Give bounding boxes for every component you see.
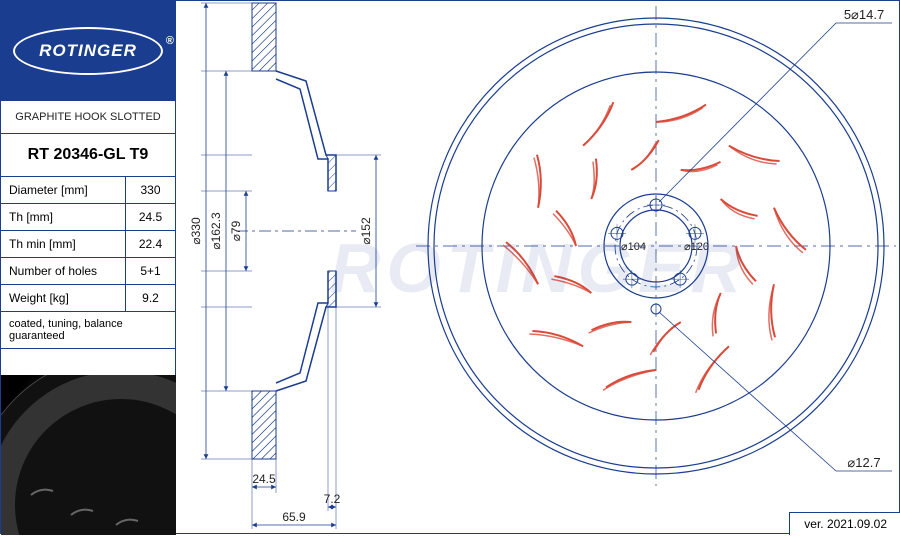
spec-row: Th min [mm]22.4 [1,231,175,258]
spec-row: Weight [kg]9.2 [1,285,175,312]
spec-label: Weight [kg] [1,285,126,311]
spec-value: 22.4 [126,231,175,257]
spec-label: Number of holes [1,258,126,284]
spec-row: Th [mm]24.5 [1,204,175,231]
svg-text:65.9: 65.9 [282,510,306,524]
svg-text:⌀330: ⌀330 [189,217,203,245]
spec-value: 24.5 [126,204,175,230]
spec-value: 9.2 [126,285,175,311]
product-notes: coated, tuning, balance guaranteed [1,312,175,349]
svg-text:⌀120: ⌀120 [684,241,709,253]
spec-row: Diameter [mm]330 [1,177,175,204]
spec-label: Th min [mm] [1,231,126,257]
brand-logo: ROTINGER [1,1,175,101]
spec-label: Diameter [mm] [1,177,126,203]
svg-text:24.5: 24.5 [252,472,276,486]
svg-text:⌀104: ⌀104 [621,241,646,253]
svg-text:⌀79: ⌀79 [229,220,243,241]
product-subtitle: GRAPHITE HOOK SLOTTED [1,101,175,134]
svg-text:⌀152: ⌀152 [359,217,373,245]
svg-text:⌀12.7: ⌀12.7 [847,455,880,470]
version-label: ver. 2021.09.02 [789,512,900,535]
spec-row: Number of holes5+1 [1,258,175,285]
svg-text:⌀162.3: ⌀162.3 [209,212,223,250]
svg-text:7.2: 7.2 [324,492,341,506]
svg-text:5⌀14.7: 5⌀14.7 [844,7,884,22]
spec-label: Th [mm] [1,204,126,230]
spec-value: 5+1 [126,258,175,284]
spec-value: 330 [126,177,175,203]
spec-panel: ROTINGER GRAPHITE HOOK SLOTTED RT 20346-… [1,1,176,535]
part-number: RT 20346-GL T9 [1,134,175,177]
technical-drawing: ROTINGER ⌀330⌀162.3⌀79⌀15224.57.265.9⌀10… [176,1,900,535]
product-photo [1,375,176,535]
brand-name: ROTINGER [13,27,163,75]
